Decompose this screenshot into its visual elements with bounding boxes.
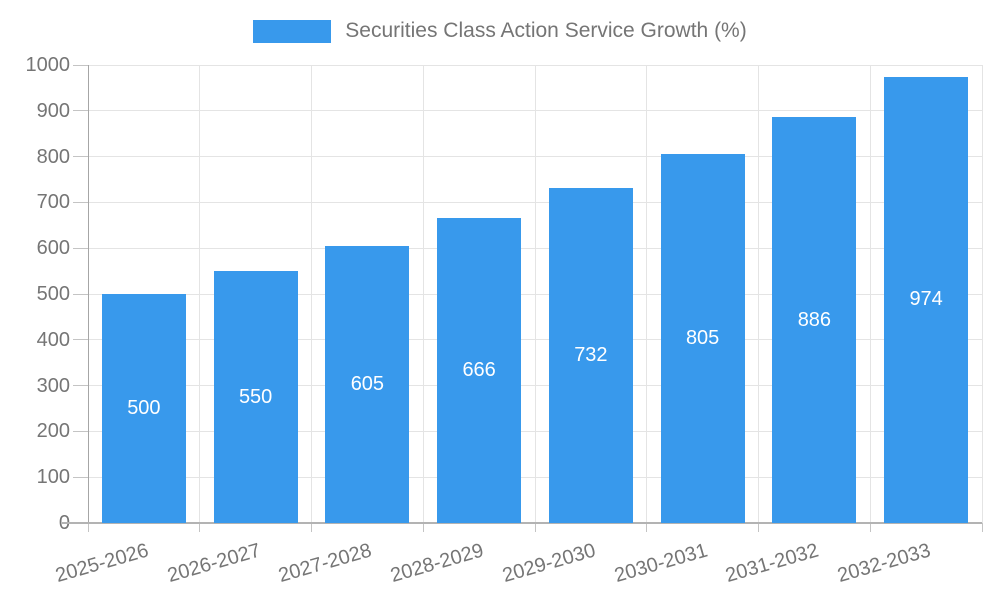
bar-value-label: 974 <box>909 288 943 311</box>
bar: 550 <box>213 271 298 523</box>
y-axis-tick <box>73 201 88 203</box>
y-axis-tick <box>73 476 88 478</box>
x-axis-tick <box>534 523 536 532</box>
y-axis-tick <box>73 293 88 295</box>
bar: 500 <box>101 294 186 523</box>
x-axis-tick <box>199 523 201 532</box>
legend-swatch <box>253 19 332 43</box>
y-axis-tick-label: 500 <box>36 283 70 305</box>
bar: 974 <box>884 76 969 523</box>
y-axis-tick-label: 700 <box>36 191 70 214</box>
bar-value-label: 886 <box>797 308 832 331</box>
y-axis-tick <box>73 64 88 66</box>
y-axis-tick-label: 1000 <box>25 54 71 76</box>
x-axis-line <box>62 522 982 524</box>
plot-area: 0100200300400500600700800900100050055060… <box>26 54 983 587</box>
bar-value-label: 732 <box>574 343 608 366</box>
bar-value-label: 666 <box>462 358 496 381</box>
x-gridline <box>981 65 983 523</box>
y-axis-tick-label: 0 <box>0 511 70 535</box>
bar: 666 <box>437 217 522 523</box>
bar-value-label: 805 <box>685 327 720 350</box>
y-axis-tick-label: 600 <box>36 237 70 260</box>
y-axis-tick <box>73 110 88 112</box>
x-axis-tick <box>422 523 424 532</box>
y-axis-tick <box>73 247 88 249</box>
bar: 732 <box>548 187 633 523</box>
bar: 605 <box>325 245 410 523</box>
x-axis-tick <box>646 523 648 532</box>
y-axis-tick-label: 100 <box>36 466 70 489</box>
y-axis-tick <box>73 430 88 432</box>
bar-value-label: 550 <box>238 385 273 408</box>
x-gridline <box>199 65 201 523</box>
y-axis-tick <box>73 339 88 341</box>
x-gridline <box>311 65 312 523</box>
y-axis-tick <box>73 385 88 387</box>
x-axis-tick <box>981 523 983 532</box>
x-gridline <box>422 65 424 523</box>
y-axis-tick <box>73 156 88 158</box>
x-gridline <box>534 65 536 523</box>
legend-label: Securities Class Action Service Growth (… <box>345 19 747 42</box>
y-axis-tick-label: 300 <box>36 374 70 397</box>
y-axis-tick-label: 400 <box>36 328 70 351</box>
x-axis-tick <box>869 523 871 532</box>
y-axis-tick-label: 900 <box>36 99 70 122</box>
bar: 805 <box>660 154 745 523</box>
legend: Securities Class Action Service Growth (… <box>0 19 1000 43</box>
x-gridline <box>646 65 648 523</box>
x-axis-tick <box>758 523 759 532</box>
y-axis-line <box>88 65 89 523</box>
bar-value-label: 500 <box>127 397 161 419</box>
bar-value-label: 605 <box>350 372 385 395</box>
x-gridline <box>869 65 871 523</box>
x-axis-tick <box>311 523 312 532</box>
x-axis-tick <box>87 523 89 532</box>
y-axis-tick-label: 800 <box>36 145 70 168</box>
x-gridline <box>758 65 759 523</box>
y-axis-tick-label: 200 <box>36 420 70 443</box>
bar: 886 <box>772 117 857 523</box>
